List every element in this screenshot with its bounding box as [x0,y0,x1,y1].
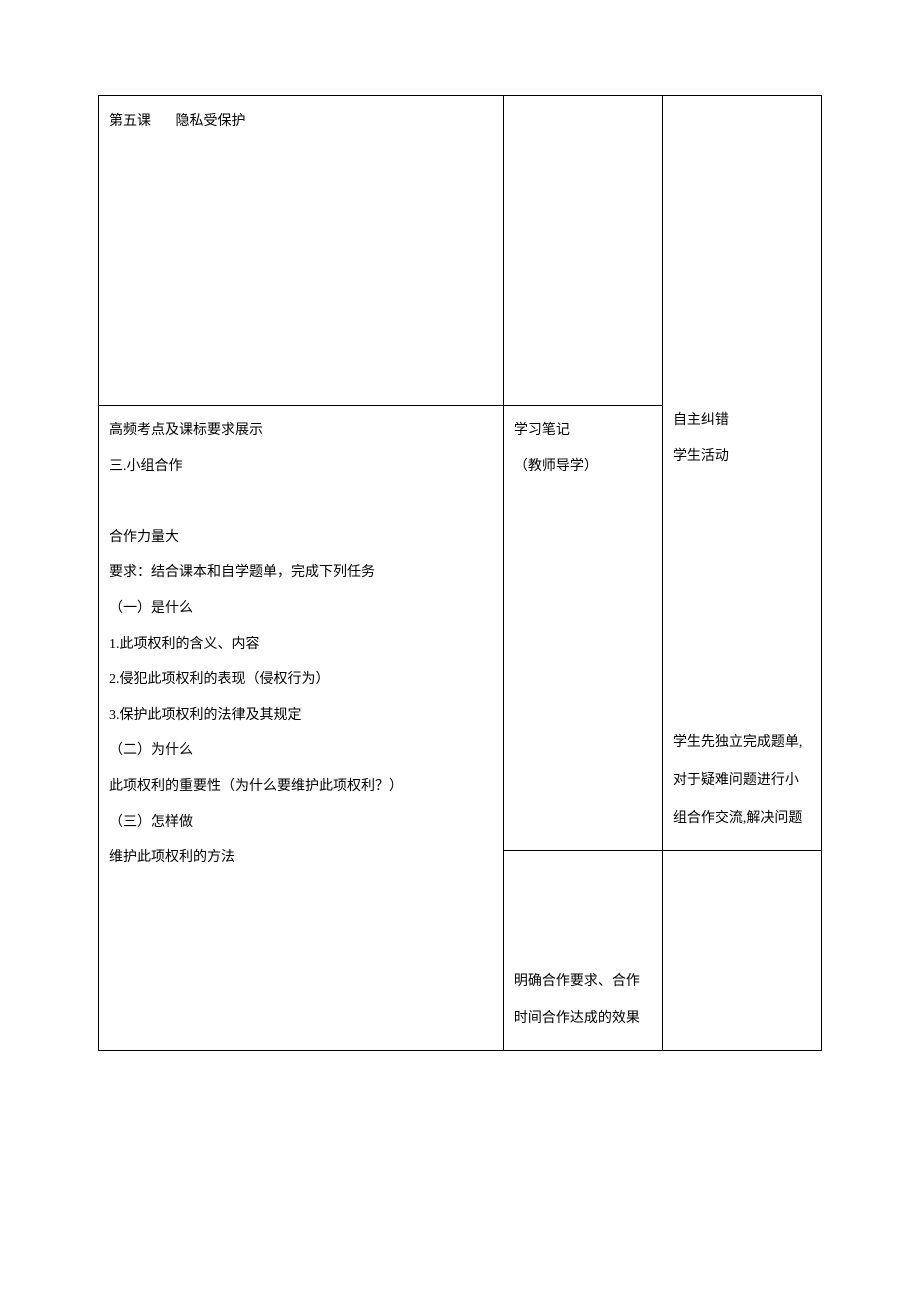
row2-col2-bottom: 明确合作要求、合作时间合作达成的效果 [503,850,662,1051]
col1-line2: 三.小组合作 [109,454,493,481]
col1-line8: 2.侵犯此项权利的表现（侵权行为） [109,667,493,694]
col2-line1: 学习笔记 [514,418,652,445]
col3-line1: 自主纠错 [673,408,811,435]
lesson-title: 隐私受保护 [176,114,246,129]
col1-line1: 高频考点及课标要求展示 [109,418,493,445]
col1-line11: 此项权利的重要性（为什么要维护此项权利？） [109,774,493,801]
col2-line2: （教师导学） [514,454,652,481]
row2-col1: 高频考点及课标要求展示 三.小组合作 合作力量大 要求：结合课本和自学题单，完成… [99,406,504,1051]
col1-line12: （三）怎样做 [109,810,493,837]
col1-line9: 3.保护此项权利的法律及其规定 [109,703,493,730]
col1-line10: （二）为什么 [109,738,493,765]
lesson-plan-table: 第五课 隐私受保护 自主纠错 学生活动 学生先独立完成题单,对于疑难问题进行小组… [98,95,822,1051]
col2-line3: 明确合作要求、合作时间合作达成的效果 [514,963,652,1039]
col3-line3: 学生先独立完成题单,对于疑难问题进行小组合作交流,解决问题 [673,724,811,837]
col1-line5: 要求：结合课本和自学题单，完成下列任务 [109,560,493,587]
col1-line13: 维护此项权利的方法 [109,845,493,872]
col1-line4: 合作力量大 [109,525,493,552]
table-row-1: 第五课 隐私受保护 自主纠错 学生活动 学生先独立完成题单,对于疑难问题进行小组… [99,96,822,406]
col1-line7: 1.此项权利的含义、内容 [109,632,493,659]
row1-col3: 自主纠错 学生活动 学生先独立完成题单,对于疑难问题进行小组合作交流,解决问题 [662,96,821,851]
col3-line2: 学生活动 [673,444,811,471]
row1-col2 [503,96,662,406]
row1-col1: 第五课 隐私受保护 [99,96,504,406]
lesson-number: 第五课 [109,114,151,129]
col1-line6: （一）是什么 [109,596,493,623]
row2-col2-top: 学习笔记 （教师导学） [503,406,662,851]
